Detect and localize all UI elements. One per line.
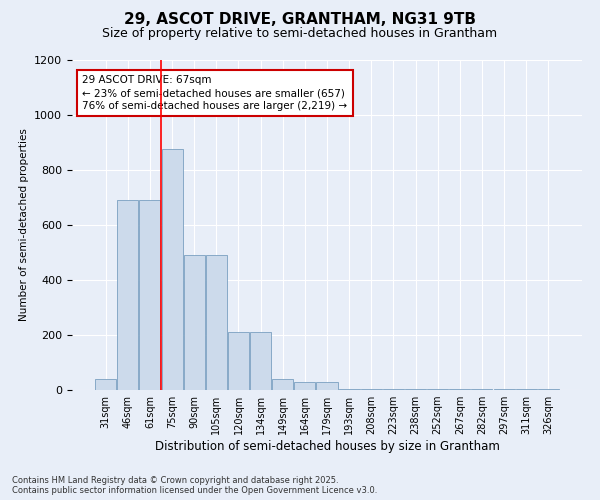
Text: 29, ASCOT DRIVE, GRANTHAM, NG31 9TB: 29, ASCOT DRIVE, GRANTHAM, NG31 9TB xyxy=(124,12,476,28)
Bar xyxy=(427,388,448,390)
Bar xyxy=(250,332,271,390)
X-axis label: Distribution of semi-detached houses by size in Grantham: Distribution of semi-detached houses by … xyxy=(155,440,499,453)
Bar xyxy=(95,379,116,390)
Y-axis label: Number of semi-detached properties: Number of semi-detached properties xyxy=(19,128,29,322)
Bar xyxy=(361,388,382,390)
Bar xyxy=(338,388,359,390)
Text: 29 ASCOT DRIVE: 67sqm
← 23% of semi-detached houses are smaller (657)
76% of sem: 29 ASCOT DRIVE: 67sqm ← 23% of semi-deta… xyxy=(82,75,347,112)
Bar xyxy=(139,200,160,390)
Bar xyxy=(449,388,470,390)
Bar xyxy=(515,388,536,390)
Bar xyxy=(272,379,293,390)
Bar xyxy=(538,388,559,390)
Bar xyxy=(161,150,182,390)
Bar xyxy=(316,382,338,390)
Bar xyxy=(184,255,205,390)
Text: Size of property relative to semi-detached houses in Grantham: Size of property relative to semi-detach… xyxy=(103,28,497,40)
Bar xyxy=(206,255,227,390)
Bar xyxy=(228,332,249,390)
Bar xyxy=(295,382,316,390)
Bar xyxy=(472,388,493,390)
Bar xyxy=(118,200,139,390)
Bar xyxy=(405,388,426,390)
Bar xyxy=(494,388,515,390)
Text: Contains HM Land Registry data © Crown copyright and database right 2025.
Contai: Contains HM Land Registry data © Crown c… xyxy=(12,476,377,495)
Bar xyxy=(383,388,404,390)
